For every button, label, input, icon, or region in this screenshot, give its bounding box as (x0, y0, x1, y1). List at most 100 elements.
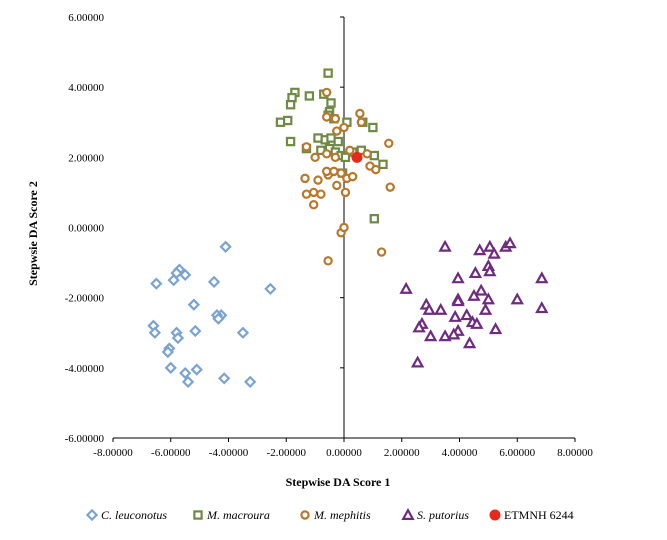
series-4 (351, 151, 363, 163)
data-point (332, 180, 342, 191)
data-point (473, 243, 487, 256)
y-tick-label: 6.00000 (68, 12, 104, 24)
legend-label: C. leuconotus (101, 508, 167, 522)
data-point (321, 166, 332, 177)
data-point (376, 247, 387, 257)
data-point (451, 294, 465, 307)
x-axis-title: Stepwise DA Score 1 (286, 475, 391, 489)
series-3 (399, 236, 549, 368)
x-tick-label: 2.00000 (384, 447, 420, 459)
data-point (462, 336, 477, 349)
data-point (301, 142, 312, 152)
data-point (179, 268, 192, 282)
data-point (385, 182, 395, 192)
data-point (384, 138, 394, 148)
data-point (300, 173, 310, 184)
data-point (313, 175, 323, 185)
data-point (510, 292, 524, 305)
data-point (369, 150, 380, 161)
x-tick-label: -2.00000 (267, 447, 307, 459)
data-point (399, 281, 413, 294)
data-point (448, 309, 462, 322)
data-point (378, 159, 388, 170)
data-point (285, 136, 296, 147)
legend-marker (489, 509, 501, 521)
data-point (422, 302, 436, 315)
data-point (308, 199, 319, 210)
data-point (236, 326, 250, 339)
data-point (164, 361, 177, 374)
series-1 (275, 68, 388, 224)
x-tick-label: -6.00000 (151, 447, 191, 459)
data-points (147, 68, 549, 389)
data-point (339, 222, 349, 233)
data-point (171, 331, 185, 345)
legend-marker (85, 508, 99, 522)
y-tick-label: -6.00000 (65, 433, 105, 445)
legend-label: ETMNH 6244 (504, 508, 574, 522)
data-point (481, 292, 496, 305)
data-point (345, 145, 355, 156)
data-point (332, 126, 342, 136)
data-point (447, 327, 461, 340)
data-point (488, 322, 503, 335)
series-2 (300, 87, 395, 266)
data-point (478, 302, 493, 315)
legend-label: M. macroura (206, 508, 270, 522)
data-point (336, 168, 346, 178)
data-point (371, 164, 381, 175)
y-tick-label: -4.00000 (65, 363, 105, 375)
data-point (355, 108, 365, 119)
data-point (301, 189, 312, 199)
data-point (167, 273, 180, 287)
data-point (304, 91, 315, 101)
data-point (190, 363, 203, 376)
y-tick-label: 2.00000 (68, 152, 104, 164)
data-point (264, 282, 277, 296)
y-tick-label: 0.00000 (68, 223, 104, 235)
data-point (333, 136, 343, 147)
data-point (179, 366, 192, 380)
data-point (340, 187, 351, 198)
data-point (218, 372, 231, 385)
x-tick-label: -4.00000 (209, 447, 249, 459)
y-tick-label: -2.00000 (65, 293, 105, 305)
data-point (219, 240, 232, 253)
data-point (326, 98, 336, 108)
data-point (470, 316, 484, 329)
data-point (148, 326, 162, 339)
data-point (330, 152, 341, 163)
data-point (244, 375, 257, 389)
x-tick-label: 6.00000 (499, 447, 535, 459)
legend-label: S. putorius (417, 508, 469, 522)
legend-marker (401, 507, 415, 520)
data-point (282, 115, 293, 126)
data-point (362, 149, 372, 159)
x-tick-label: 0.00000 (326, 447, 362, 459)
data-point (323, 256, 333, 266)
data-point (212, 312, 225, 325)
data-point (187, 298, 201, 311)
data-point (347, 171, 358, 182)
data-point (434, 302, 448, 315)
data-point (503, 236, 517, 249)
legend-label: M. mephitis (313, 508, 371, 522)
data-point (321, 112, 332, 122)
legend-item: ETMNH 6244 (489, 508, 574, 522)
data-point (535, 271, 549, 284)
legend-item: C. leuconotus (85, 508, 167, 522)
data-point (438, 239, 452, 252)
data-point (438, 329, 452, 342)
x-tick-label: 4.00000 (442, 447, 478, 459)
data-point (321, 87, 332, 98)
legend-marker (300, 510, 310, 520)
legend-marker (193, 510, 203, 520)
data-point (340, 152, 351, 163)
data-point (468, 266, 483, 279)
data-point (535, 301, 549, 314)
legend-item: M. macroura (193, 508, 270, 522)
x-tick-label: -8.00000 (93, 447, 133, 459)
data-point (460, 308, 474, 321)
data-point (207, 275, 221, 289)
data-point (483, 239, 497, 252)
